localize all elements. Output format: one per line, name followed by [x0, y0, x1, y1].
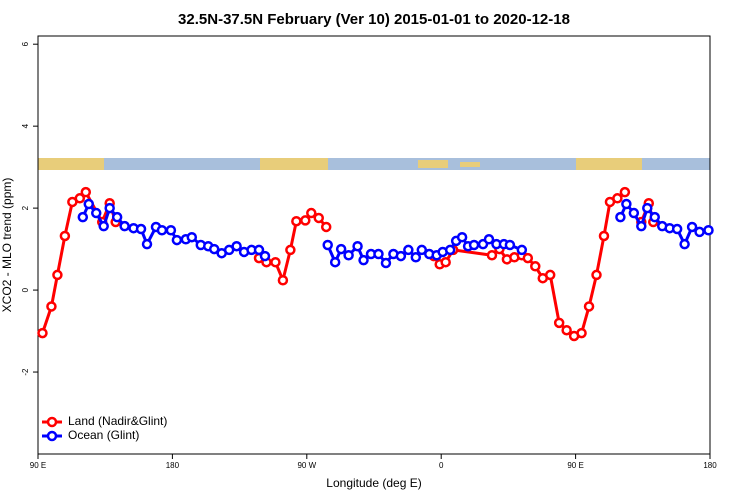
point	[90, 207, 102, 219]
legend-label: Land (Nadir&Glint)	[68, 414, 167, 428]
point	[335, 243, 347, 255]
point	[277, 274, 289, 286]
point	[83, 198, 95, 210]
point	[52, 269, 63, 281]
point	[642, 202, 653, 214]
point	[522, 252, 534, 264]
point	[440, 256, 451, 268]
point	[156, 224, 168, 236]
point	[352, 240, 363, 252]
point	[171, 234, 183, 246]
point	[553, 317, 565, 329]
point	[104, 202, 115, 214]
point	[300, 215, 311, 226]
point	[703, 224, 714, 236]
point	[373, 248, 384, 260]
point	[46, 301, 57, 312]
y-axis-label: XCO2 - MLO trend (ppm)	[0, 178, 14, 313]
point	[410, 252, 422, 263]
point	[679, 238, 690, 250]
point	[615, 211, 626, 223]
point	[111, 211, 123, 223]
legend-marker	[46, 430, 58, 442]
point	[619, 186, 631, 198]
y-tick-label: -2	[21, 368, 30, 376]
point	[403, 244, 414, 256]
x-tick-label: 0	[439, 461, 444, 470]
point	[343, 249, 354, 261]
x-tick-label: 90 E	[567, 461, 583, 470]
point	[208, 243, 220, 255]
point	[516, 244, 528, 256]
point	[621, 198, 632, 210]
point	[231, 240, 242, 252]
y-tick-label: 0	[21, 287, 30, 292]
x-axis-label: Longitude (deg E)	[326, 476, 421, 490]
point	[649, 211, 660, 223]
point	[504, 239, 516, 251]
point	[486, 249, 498, 261]
point	[583, 301, 595, 312]
point	[80, 186, 92, 198]
point	[135, 223, 147, 235]
point	[119, 220, 130, 232]
point	[456, 231, 468, 243]
chart-title: 32.5N-37.5N February (Ver 10) 2015-01-01…	[178, 11, 570, 28]
x-tick-label: 180	[703, 461, 717, 470]
point	[358, 254, 369, 266]
point	[320, 221, 332, 233]
point	[444, 244, 456, 256]
point	[37, 327, 48, 339]
x-tick-label: 180	[166, 461, 180, 470]
point	[306, 207, 317, 219]
y-tick-label: 2	[21, 205, 30, 210]
point	[74, 193, 86, 204]
point	[186, 231, 198, 243]
point	[270, 256, 281, 268]
point	[77, 211, 89, 223]
point	[322, 239, 333, 251]
y-tick-label: 6	[21, 41, 30, 46]
x-tick-label: 90 W	[297, 461, 316, 470]
series-line	[41, 189, 655, 338]
point	[544, 269, 556, 281]
point	[141, 238, 153, 250]
point	[395, 250, 407, 262]
point	[561, 324, 572, 336]
point	[285, 244, 296, 256]
point	[530, 261, 541, 272]
point	[576, 327, 587, 339]
point	[468, 239, 480, 251]
point	[483, 234, 495, 245]
point	[671, 223, 683, 235]
point	[612, 193, 623, 204]
legend-marker	[46, 416, 58, 428]
point	[98, 220, 109, 232]
point	[313, 212, 324, 224]
x-tick-label: 90 E	[30, 461, 46, 470]
point	[636, 220, 647, 232]
point	[380, 257, 392, 269]
map-strip	[38, 158, 710, 170]
point	[59, 230, 71, 242]
legend-label: Ocean (Glint)	[68, 428, 139, 442]
y-tick-label: 4	[21, 123, 30, 128]
point	[694, 226, 705, 238]
point	[253, 244, 265, 256]
point	[416, 244, 428, 256]
point	[686, 221, 698, 233]
point	[291, 215, 302, 227]
point	[165, 224, 177, 236]
point	[628, 207, 640, 219]
point	[259, 250, 271, 262]
point	[591, 269, 602, 281]
point	[598, 230, 610, 242]
plot-frame	[37, 35, 711, 455]
point	[329, 256, 341, 268]
